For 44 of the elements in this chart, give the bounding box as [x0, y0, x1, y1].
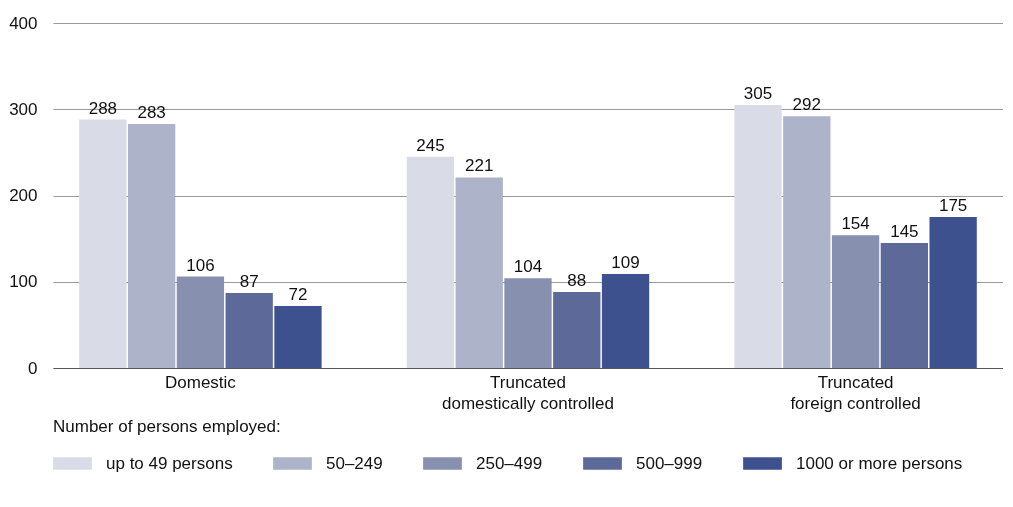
x-tick-label: Truncated domestically controlled — [442, 372, 614, 413]
legend-title: Number of persons employed: — [53, 417, 281, 436]
data-label: 245 — [416, 135, 445, 155]
data-label: 175 — [938, 196, 968, 216]
y-tick-label: 300 — [9, 99, 38, 119]
bar — [127, 123, 176, 368]
bar — [406, 156, 455, 368]
bar — [734, 104, 782, 368]
data-label: 106 — [186, 255, 215, 275]
data-label: 72 — [288, 284, 308, 304]
y-tick-label: 400 — [9, 13, 38, 33]
data-label: 104 — [513, 257, 543, 277]
bar — [504, 278, 552, 368]
data-label: 292 — [792, 95, 821, 115]
data-label: 221 — [465, 156, 494, 176]
data-label: 154 — [841, 214, 870, 234]
bar — [601, 273, 650, 368]
y-tick-label: 100 — [9, 272, 38, 292]
legend-label: 250–499 — [476, 453, 543, 473]
data-label: 145 — [890, 221, 919, 241]
bar — [553, 292, 601, 368]
data-label: 88 — [567, 271, 587, 291]
bar — [79, 119, 127, 368]
bar — [176, 276, 225, 368]
bar — [831, 235, 880, 368]
bar — [274, 305, 322, 368]
bar — [783, 116, 831, 368]
data-label: 87 — [239, 271, 259, 291]
bar — [880, 242, 929, 368]
legend-label: up to 49 persons — [106, 453, 233, 473]
x-tick-label: Truncated foreign controlled — [790, 372, 921, 413]
bar — [455, 177, 503, 368]
bar — [225, 292, 273, 368]
y-tick-label: 0 — [28, 358, 38, 378]
legend-label: 500–999 — [636, 453, 703, 473]
bar — [929, 217, 977, 368]
data-label: 283 — [137, 102, 166, 122]
y-tick-label: 200 — [9, 186, 38, 205]
legend-label: 1000 or more persons — [796, 453, 963, 473]
legend-label: 50–249 — [326, 453, 383, 473]
x-tick-label: Domestic — [164, 372, 237, 392]
data-label: 288 — [88, 98, 118, 118]
data-label: 109 — [611, 252, 640, 272]
data-label: 305 — [743, 83, 773, 103]
